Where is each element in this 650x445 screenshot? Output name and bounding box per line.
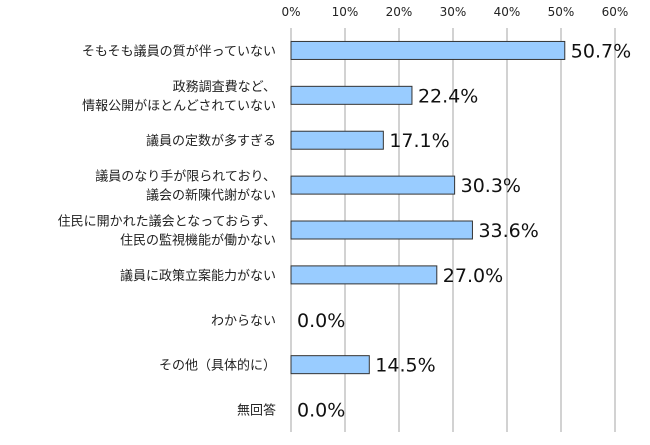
data-label: 22.4% <box>418 85 478 107</box>
data-label: 33.6% <box>478 220 538 242</box>
category-label: 議員のなり手が限られており、 <box>95 170 276 185</box>
category-label: わからない <box>211 314 276 329</box>
bar <box>290 130 384 150</box>
data-label: 27.0% <box>443 265 503 287</box>
category-label: 無回答 <box>237 403 276 419</box>
bar <box>290 265 438 285</box>
data-label: 50.7% <box>571 40 631 62</box>
x-tick-label: 50% <box>548 5 575 19</box>
bar <box>290 175 456 195</box>
x-tick-label: 30% <box>440 5 467 19</box>
data-label: 17.1% <box>389 130 449 152</box>
data-label: 0.0% <box>297 310 345 332</box>
bar <box>290 355 370 375</box>
x-tick-label: 0% <box>281 5 300 19</box>
data-label: 30.3% <box>461 175 521 197</box>
x-tick-label: 60% <box>602 5 629 19</box>
category-label: 情報公開がほとんどされていない <box>82 99 276 114</box>
category-label: その他（具体的に） <box>159 358 276 374</box>
category-label: 議会の新陳代謝がない <box>146 188 276 204</box>
bar <box>290 220 473 240</box>
category-label: そもそも議員の質が伴っていない <box>82 44 276 59</box>
data-label: 0.0% <box>297 400 345 422</box>
category-label: 住民に開かれた議会となっておらず、 <box>58 215 276 230</box>
bar <box>290 85 413 105</box>
category-label: 住民の監視機能が働かない <box>120 233 276 249</box>
category-label: 政務調査費など、 <box>173 80 276 95</box>
x-tick-label: 40% <box>494 5 521 19</box>
data-label: 14.5% <box>375 355 435 377</box>
category-label: 議員の定数が多すぎる <box>146 133 276 149</box>
bar <box>290 40 566 60</box>
category-label: 議員に政策立案能力がない <box>120 268 276 284</box>
x-tick-label: 20% <box>386 5 413 19</box>
x-tick-label: 10% <box>332 5 359 19</box>
